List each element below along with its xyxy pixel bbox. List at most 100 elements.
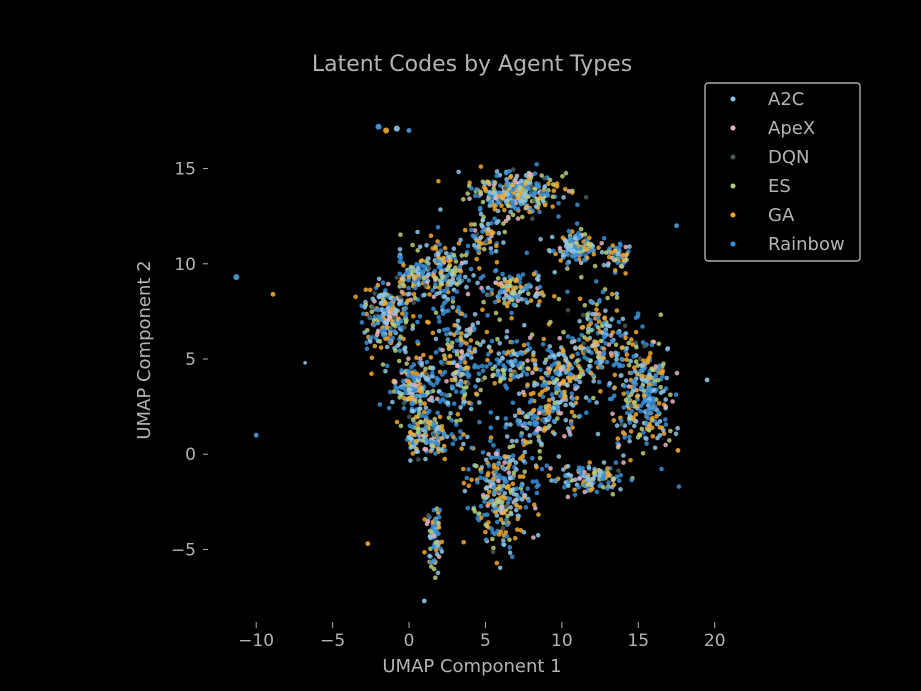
point-dqn (502, 185, 508, 191)
point-es (507, 444, 512, 450)
point-a2c (381, 293, 387, 298)
point-ga (569, 409, 575, 415)
point-ga (598, 389, 603, 394)
point-rainbow (476, 248, 481, 254)
x-tick-label: 5 (480, 631, 491, 651)
point-apex (531, 535, 536, 540)
point-rainbow (569, 391, 575, 396)
point-a2c (436, 328, 442, 334)
point-a2c (478, 211, 484, 217)
point-rainbow (465, 243, 471, 249)
point-a2c (439, 447, 445, 452)
point-a2c (603, 308, 608, 314)
point-ga (624, 352, 630, 357)
point-apex (506, 470, 512, 475)
point-es (495, 336, 500, 342)
point-a2c (607, 381, 613, 386)
point-es (500, 499, 505, 505)
point-es (668, 428, 673, 434)
point-rainbow (575, 202, 580, 208)
point-rainbow (399, 368, 404, 373)
point-rainbow (449, 384, 455, 389)
point-es (502, 229, 508, 235)
point-es (492, 180, 498, 185)
point-ga (531, 271, 537, 277)
point-a2c (501, 542, 507, 548)
point-a2c (536, 273, 541, 279)
point-dqn (539, 417, 545, 423)
point-a2c (401, 273, 406, 279)
point-a2c (475, 377, 481, 383)
point-ga (578, 344, 584, 349)
point-ga (459, 446, 464, 451)
point-apex (435, 396, 440, 402)
point-ga (410, 370, 415, 376)
point-es (633, 359, 639, 364)
point-rainbow (386, 405, 392, 411)
point-a2c (614, 291, 620, 297)
point-a2c (390, 399, 395, 405)
point-es (548, 319, 553, 325)
point-a2c (487, 479, 492, 484)
point-rainbow (511, 204, 516, 209)
point-ga (405, 298, 410, 304)
point-ga (421, 409, 427, 415)
point-rainbow (521, 369, 526, 374)
point-a2c (536, 302, 541, 308)
point-ga (363, 287, 369, 293)
point-apex (498, 280, 504, 286)
point-apex (486, 452, 491, 457)
point-a2c (463, 260, 469, 265)
point-rainbow (475, 515, 481, 521)
point-ga (501, 510, 507, 516)
point-ga (541, 336, 547, 342)
point-a2c (447, 254, 452, 260)
point-rainbow (406, 270, 411, 275)
point-ga (632, 365, 637, 370)
point-rainbow (507, 168, 512, 174)
point-ga (428, 355, 434, 360)
point-rainbow (441, 301, 447, 306)
point-rainbow (440, 311, 446, 317)
point-rainbow (488, 498, 493, 504)
point-a2c (485, 221, 491, 227)
point-es (555, 416, 560, 421)
point-es (412, 295, 418, 301)
point-rainbow (445, 337, 451, 343)
point-a2c (538, 441, 544, 446)
point-a2c (512, 351, 517, 357)
point-ga (493, 510, 498, 515)
point-es (565, 266, 570, 271)
point-apex (534, 427, 540, 433)
legend-marker (730, 154, 736, 160)
point-a2c (479, 223, 485, 229)
point-es (592, 263, 598, 269)
point-rainbow (504, 517, 509, 522)
point-ga (587, 460, 592, 465)
point-a2c (485, 285, 491, 291)
point-a2c (535, 532, 541, 538)
point-ga (474, 256, 480, 262)
point-rainbow (430, 288, 435, 293)
outlier-point (375, 123, 382, 130)
point-rainbow (576, 484, 581, 490)
point-es (563, 170, 569, 176)
point-a2c (510, 363, 515, 369)
point-rainbow (523, 505, 529, 510)
point-a2c (451, 360, 456, 366)
point-apex (582, 469, 587, 475)
point-es (490, 536, 495, 542)
point-rainbow (493, 268, 499, 273)
legend-marker (730, 212, 736, 218)
point-apex (562, 434, 567, 439)
point-ga (506, 349, 511, 355)
point-rainbow (578, 252, 584, 258)
point-ga (394, 419, 400, 425)
point-rainbow (616, 319, 622, 325)
outlier-point (675, 448, 681, 453)
point-apex (623, 244, 629, 250)
point-es (603, 250, 609, 255)
point-es (410, 323, 416, 328)
point-rainbow (657, 364, 662, 370)
point-rainbow (437, 507, 443, 513)
